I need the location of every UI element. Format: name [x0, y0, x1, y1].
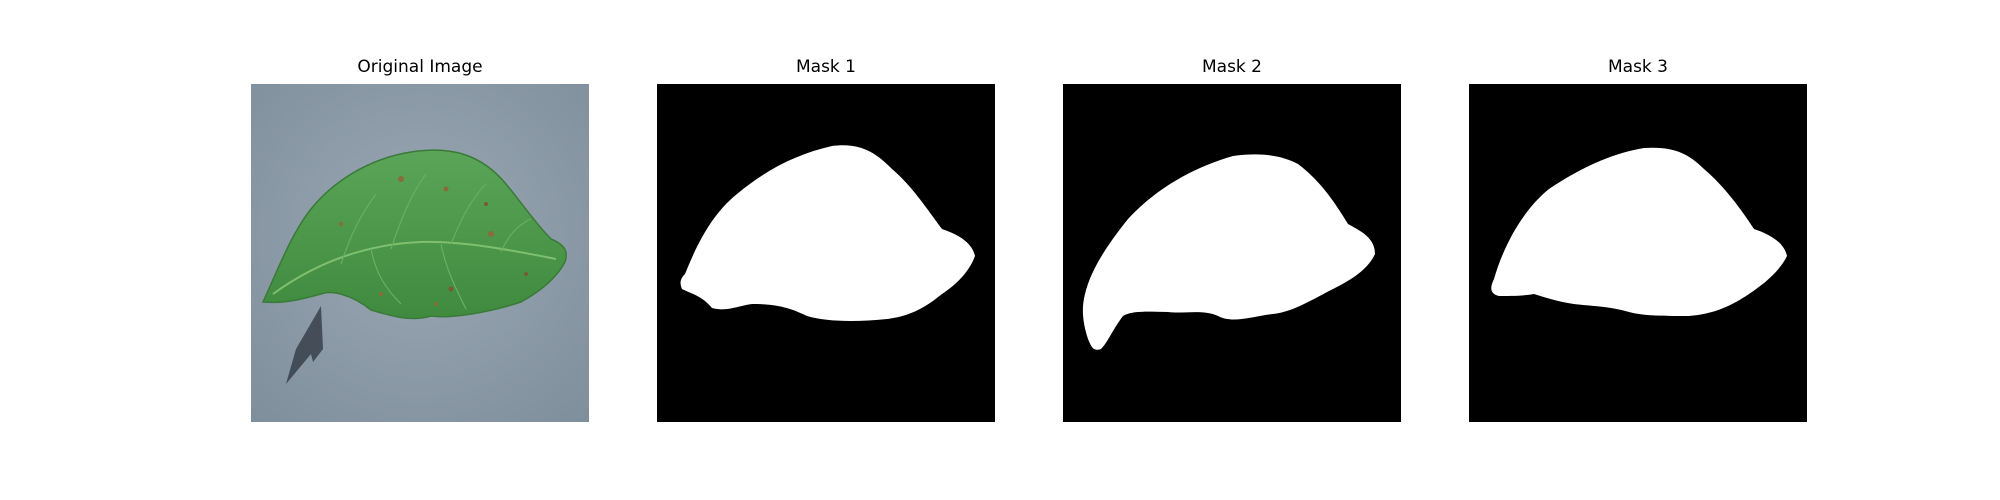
- panel-title: Mask 2: [1201, 57, 1262, 77]
- leaf-shape: [261, 149, 567, 320]
- panel-title: Mask 1: [795, 57, 856, 77]
- mask-2-image: [1063, 84, 1401, 422]
- mask-3-region: [1491, 147, 1787, 316]
- mask-2-region: [1082, 154, 1375, 350]
- original-leaf-photo: [251, 84, 589, 422]
- mask-3-image: [1469, 84, 1807, 422]
- panel-title: Mask 3: [1607, 57, 1668, 77]
- leaf-shadow: [286, 306, 323, 384]
- panel-title: Original Image: [357, 57, 483, 77]
- mask-1-image: [657, 84, 995, 422]
- mask-1-region: [680, 145, 975, 321]
